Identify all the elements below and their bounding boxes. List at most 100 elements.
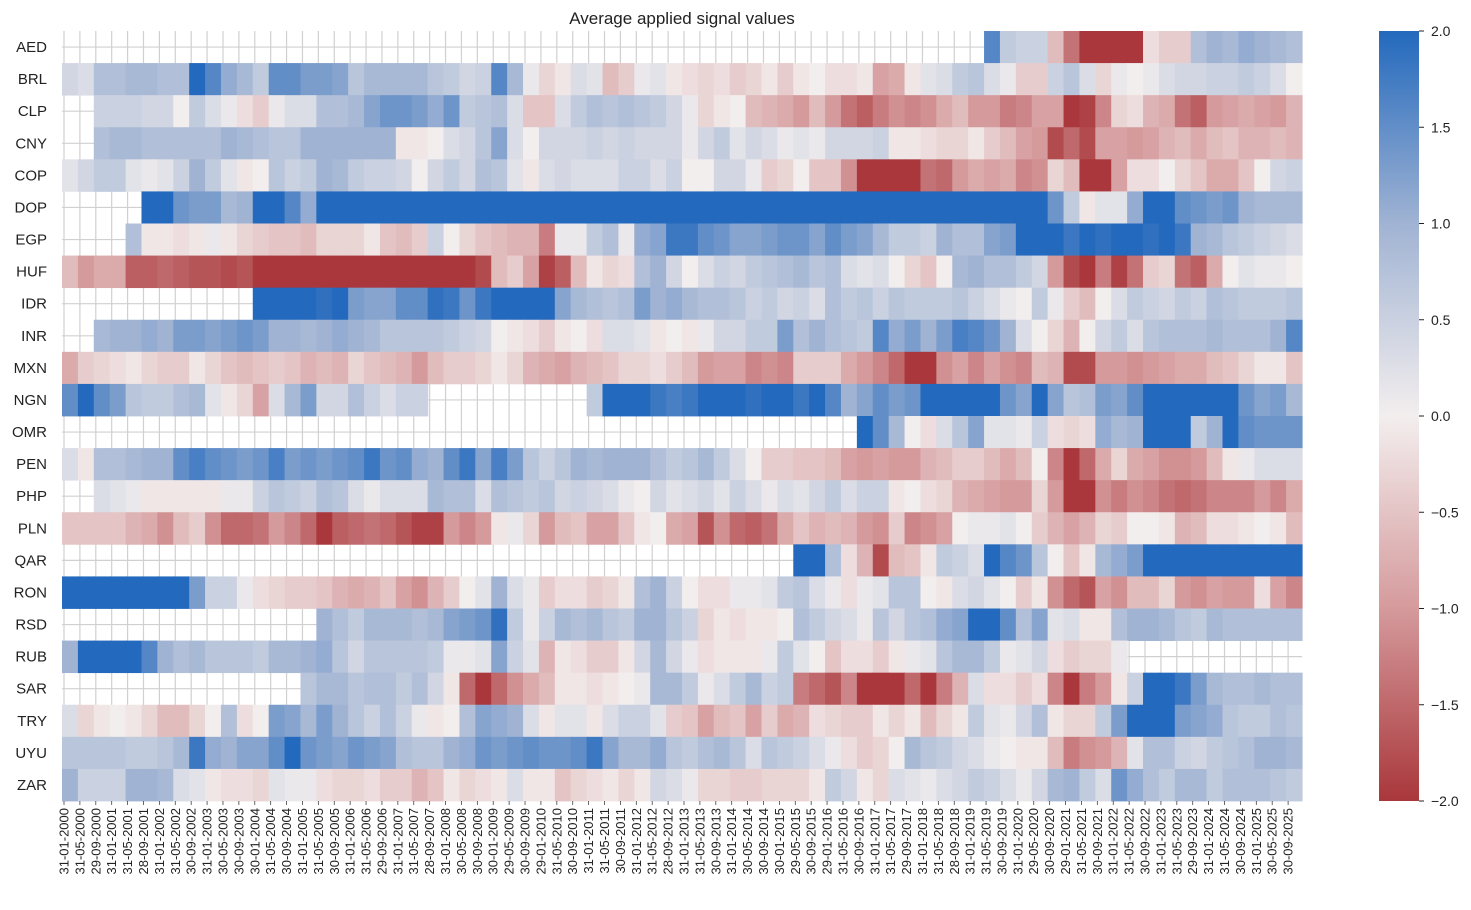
- heatmap-cell: [348, 512, 365, 545]
- heatmap-cell: [1095, 351, 1112, 385]
- heatmap-cell: [1143, 63, 1160, 96]
- heatmap-cell: [475, 95, 492, 128]
- x-tick-label: 30-09-2004: [279, 808, 294, 875]
- heatmap-cell: [729, 319, 747, 353]
- heatmap-cell: [856, 63, 874, 96]
- heatmap-cell: [840, 95, 858, 128]
- heatmap-cell: [1063, 319, 1081, 353]
- heatmap-cell: [491, 223, 508, 256]
- heatmap-cell: [1079, 191, 1096, 224]
- heatmap-cell: [1095, 223, 1112, 256]
- heatmap-cell: [268, 480, 286, 513]
- heatmap-cell: [1079, 95, 1096, 128]
- heatmap-cell: [109, 383, 127, 417]
- heatmap-cell: [984, 383, 1001, 417]
- heatmap-cell: [427, 672, 445, 706]
- heatmap-cell: [1222, 704, 1240, 738]
- colorbar: 2.01.51.00.50.0−0.5−1.0−1.5−2.0: [1379, 23, 1459, 809]
- heatmap-cell: [1015, 63, 1033, 96]
- heatmap-cell: [1286, 576, 1303, 609]
- heatmap-cell: [936, 480, 953, 513]
- heatmap-cell: [825, 544, 842, 577]
- heatmap-cell: [634, 640, 651, 674]
- heatmap-cell: [729, 255, 747, 289]
- heatmap-cell: [682, 95, 699, 128]
- colorbar-tick-label: −1.5: [1431, 697, 1459, 713]
- heatmap-cell: [825, 608, 842, 641]
- heatmap-cell: [586, 383, 604, 417]
- heatmap-cell: [252, 704, 270, 738]
- heatmap-cell: [809, 608, 826, 641]
- heatmap-cell: [300, 736, 317, 770]
- heatmap-cell: [1127, 608, 1144, 641]
- heatmap-cell: [1174, 736, 1192, 770]
- heatmap-cell: [1222, 416, 1240, 449]
- chart-title: Average applied signal values: [569, 9, 795, 28]
- heatmap-cell: [809, 255, 826, 289]
- heatmap-cell: [793, 383, 810, 417]
- heatmap-cell: [999, 672, 1017, 706]
- heatmap-cell: [888, 383, 906, 417]
- heatmap-cell: [825, 672, 842, 706]
- heatmap-cell: [1111, 31, 1128, 64]
- heatmap-cell: [507, 640, 524, 674]
- heatmap-cell: [1206, 63, 1224, 96]
- heatmap-cell: [968, 480, 985, 513]
- heatmap-cell: [666, 736, 683, 770]
- x-tick-label: 31-05-2019: [979, 808, 994, 875]
- heatmap-cell: [348, 255, 365, 289]
- heatmap-cell: [236, 736, 254, 770]
- heatmap-cell: [1015, 383, 1033, 417]
- heatmap-cell: [459, 736, 476, 770]
- heatmap-cell: [1015, 672, 1033, 706]
- heatmap-cell: [984, 127, 1001, 160]
- heatmap-cell: [507, 512, 524, 545]
- heatmap-cell: [300, 448, 317, 481]
- heatmap-cell: [856, 768, 874, 802]
- x-tick-label: 30-01-2004: [247, 808, 262, 875]
- heatmap-cell: [1238, 672, 1255, 706]
- heatmap-cell: [1079, 480, 1096, 513]
- heatmap-cell: [1270, 159, 1287, 192]
- heatmap-cell: [872, 480, 890, 513]
- heatmap-cell: [1127, 448, 1144, 481]
- heatmap-cell: [220, 512, 238, 545]
- heatmap-cell: [761, 672, 778, 706]
- heatmap-cell: [459, 159, 476, 192]
- heatmap-cell: [236, 448, 254, 481]
- heatmap-cell: [1143, 768, 1160, 802]
- heatmap-cell: [189, 383, 206, 417]
- heatmap-cell: [1031, 191, 1049, 224]
- heatmap-cell: [618, 63, 635, 96]
- heatmap-cell: [952, 736, 969, 770]
- heatmap-cell: [1111, 608, 1128, 641]
- heatmap-cell: [1095, 95, 1112, 128]
- heatmap-cell: [999, 544, 1017, 577]
- x-tick-label: 29-09-2000: [88, 808, 103, 875]
- heatmap-cell: [1111, 672, 1128, 706]
- heatmap-cell: [459, 608, 476, 641]
- heatmap-cell: [62, 576, 79, 609]
- heatmap-cell: [968, 768, 985, 802]
- heatmap-cell: [332, 768, 349, 802]
- heatmap-cell: [761, 127, 778, 160]
- heatmap-cell: [427, 640, 445, 674]
- heatmap-cell: [491, 127, 508, 160]
- heatmap-cell: [1158, 287, 1176, 321]
- heatmap-cell: [1127, 416, 1144, 449]
- heatmap-cell: [840, 191, 858, 224]
- heatmap-cell: [459, 640, 476, 674]
- heatmap-cell: [888, 416, 906, 449]
- heatmap-cell: [825, 448, 842, 481]
- heatmap-cell: [570, 319, 588, 353]
- y-tick-label: DOP: [14, 200, 47, 217]
- heatmap-cell: [189, 127, 206, 160]
- heatmap-cell: [1270, 95, 1287, 128]
- heatmap-cell: [93, 512, 111, 545]
- heatmap-cell: [284, 640, 302, 674]
- heatmap-cell: [999, 255, 1017, 289]
- heatmap-cell: [952, 480, 969, 513]
- heatmap-cell: [475, 223, 492, 256]
- heatmap-cell: [1111, 704, 1128, 738]
- heatmap-cell: [507, 672, 524, 706]
